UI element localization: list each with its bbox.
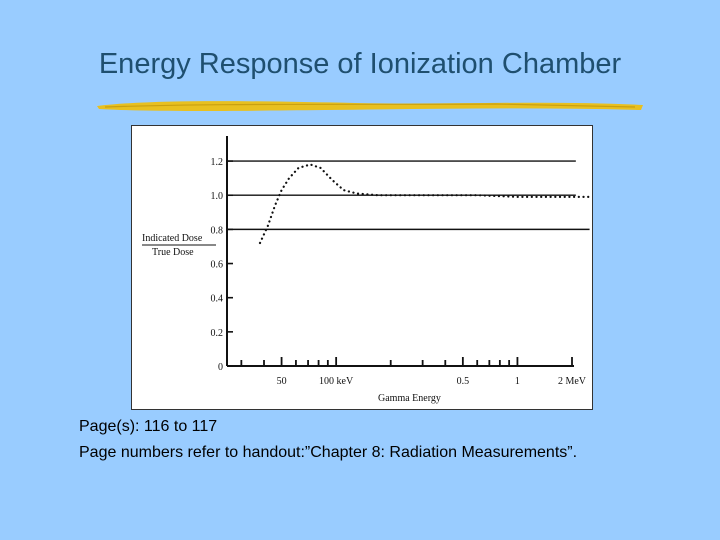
y-tick-label: 0.2 bbox=[211, 328, 224, 339]
ticks: 0 0.2 0.4 0.6 0.8 1.0 1.2 50 100 keV 0.5 1 2 MeV bbox=[211, 157, 587, 387]
axes bbox=[226, 136, 574, 367]
x-axis-label: Gamma Energy bbox=[378, 393, 441, 404]
caption-handout-note: Page numbers refer to handout:”Chapter 8… bbox=[79, 444, 578, 461]
y-tick-label: 0.4 bbox=[211, 294, 224, 305]
series-layer bbox=[258, 163, 591, 245]
y-tick-label: 1.2 bbox=[211, 157, 224, 168]
y-tick-label: 0.6 bbox=[211, 260, 224, 271]
caption-pages: Page(s): 116 to 117 bbox=[79, 418, 218, 435]
y-tick-label: 0 bbox=[218, 362, 223, 373]
x-tick-label: 100 keV bbox=[319, 376, 354, 387]
y-axis-label-top: Indicated Dose bbox=[142, 233, 203, 244]
energy-response-chart: 0 0.2 0.4 0.6 0.8 1.0 1.2 50 100 keV 0.5 1 2 MeV In… bbox=[142, 136, 591, 404]
x-tick-label: 2 MeV bbox=[558, 376, 587, 387]
title-underline-rule bbox=[97, 101, 643, 111]
y-tick-label: 1.0 bbox=[211, 191, 224, 202]
slide-title: Energy Response of Ionization Chamber bbox=[98, 48, 622, 80]
x-tick-label: 50 bbox=[277, 376, 287, 387]
chart-figure: 0 0.2 0.4 0.6 0.8 1.0 1.2 50 100 keV 0.5 1 2 MeV In… bbox=[131, 125, 593, 410]
x-tick-label: 1 bbox=[515, 376, 520, 387]
dose-response-curve bbox=[258, 163, 591, 245]
y-tick-label: 0.8 bbox=[211, 225, 224, 236]
y-axis-label-bottom: True Dose bbox=[152, 247, 194, 258]
reference-lines bbox=[227, 160, 590, 231]
x-tick-label: 0.5 bbox=[457, 376, 470, 387]
